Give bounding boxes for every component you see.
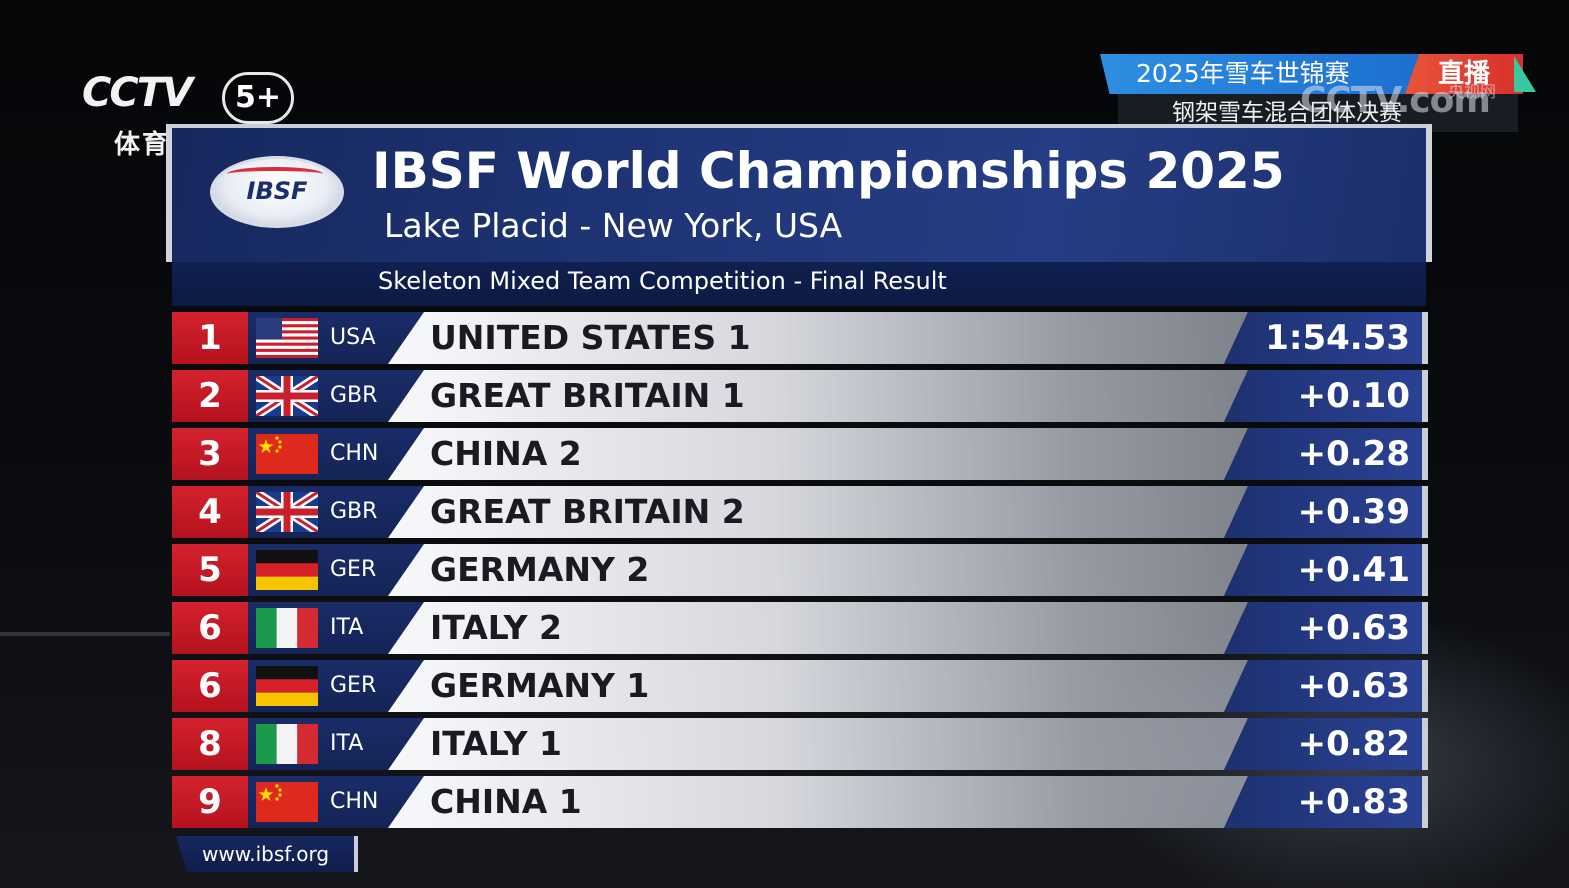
time-cell: +0.41 bbox=[1224, 544, 1428, 596]
time-value: 1:54.53 bbox=[1265, 318, 1410, 358]
ibsf-logo: IBSF bbox=[210, 156, 344, 228]
rank-cell: 9 bbox=[172, 776, 248, 828]
row-edge bbox=[1422, 370, 1428, 422]
row-edge bbox=[1422, 312, 1428, 364]
row-edge bbox=[1422, 602, 1428, 654]
rank-cell: 1 bbox=[172, 312, 248, 364]
time-value: +0.10 bbox=[1297, 376, 1410, 416]
result-row: 1 USA UNITED STATES 1 1:54.53 bbox=[172, 312, 1428, 364]
results-header: IBSF IBSF World Championships 2025 Lake … bbox=[166, 124, 1432, 262]
chn-flag-icon bbox=[256, 782, 318, 822]
time-value: +0.83 bbox=[1297, 782, 1410, 822]
rank-cell: 2 bbox=[172, 370, 248, 422]
nation-code: USA bbox=[330, 325, 376, 350]
time-value: +0.41 bbox=[1297, 550, 1410, 590]
result-row: 4 GBR GREAT BRITAIN 2 +0.39 bbox=[172, 486, 1428, 538]
background-rail bbox=[0, 632, 170, 636]
team-name-cell bbox=[388, 428, 1248, 480]
team-name-cell bbox=[388, 544, 1248, 596]
team-name-cell bbox=[388, 660, 1248, 712]
gbr-flag-icon bbox=[256, 376, 318, 416]
time-cell: 1:54.53 bbox=[1224, 312, 1428, 364]
team-name: UNITED STATES 1 bbox=[430, 318, 751, 357]
time-cell: +0.28 bbox=[1224, 428, 1428, 480]
nation-code: GBR bbox=[330, 383, 378, 408]
team-name: ITALY 1 bbox=[430, 724, 562, 763]
event-bar: Skeleton Mixed Team Competition - Final … bbox=[172, 262, 1426, 306]
team-name-cell bbox=[388, 718, 1248, 770]
nation-code: GER bbox=[330, 673, 377, 698]
team-name-cell bbox=[388, 486, 1248, 538]
result-row: 8 ITA ITALY 1 +0.82 bbox=[172, 718, 1428, 770]
cctv-logo-mark: CCTV bbox=[82, 70, 193, 116]
row-edge bbox=[1422, 486, 1428, 538]
team-name-cell bbox=[388, 776, 1248, 828]
result-row: 6 GER GERMANY 1 +0.63 bbox=[172, 660, 1428, 712]
channel-number: 5+ bbox=[222, 72, 294, 124]
website-tag: www.ibsf.org bbox=[176, 836, 358, 872]
event-title: Skeleton Mixed Team Competition - Final … bbox=[378, 267, 947, 295]
live-tag: 直播 bbox=[1405, 54, 1523, 94]
time-cell: +0.83 bbox=[1224, 776, 1428, 828]
time-value: +0.63 bbox=[1297, 666, 1410, 706]
result-row: 3 CHN CHINA 2 +0.28 bbox=[172, 428, 1428, 480]
result-row: 6 ITA ITALY 2 +0.63 bbox=[172, 602, 1428, 654]
time-cell: +0.10 bbox=[1224, 370, 1428, 422]
usa-flag-icon bbox=[256, 318, 318, 358]
rank-cell: 8 bbox=[172, 718, 248, 770]
nation-code: ITA bbox=[330, 615, 364, 640]
time-cell: +0.39 bbox=[1224, 486, 1428, 538]
ger-flag-icon bbox=[256, 666, 318, 706]
time-cell: +0.63 bbox=[1224, 602, 1428, 654]
row-edge bbox=[1422, 544, 1428, 596]
row-edge bbox=[1422, 776, 1428, 828]
championship-title: IBSF World Championships 2025 bbox=[372, 142, 1285, 200]
time-cell: +0.63 bbox=[1224, 660, 1428, 712]
nation-code: GBR bbox=[330, 499, 378, 524]
time-value: +0.63 bbox=[1297, 608, 1410, 648]
rank-cell: 3 bbox=[172, 428, 248, 480]
team-name-cell bbox=[388, 370, 1248, 422]
ita-flag-icon bbox=[256, 724, 318, 764]
time-value: +0.39 bbox=[1297, 492, 1410, 532]
live-event-title: 2025年雪车世锦赛 bbox=[1100, 54, 1420, 94]
nation-code: CHN bbox=[330, 441, 379, 466]
nation-code: ITA bbox=[330, 731, 364, 756]
row-edge bbox=[1422, 428, 1428, 480]
rank-cell: 6 bbox=[172, 602, 248, 654]
team-name-cell bbox=[388, 312, 1248, 364]
time-cell: +0.82 bbox=[1224, 718, 1428, 770]
results-table: 1 USA UNITED STATES 1 1:54.53 2 GBR GREAT BRIT… bbox=[172, 312, 1428, 834]
website-url: www.ibsf.org bbox=[202, 842, 330, 866]
team-name: ITALY 2 bbox=[430, 608, 562, 647]
venue-subtitle: Lake Placid - New York, USA bbox=[384, 206, 843, 245]
team-name: GERMANY 1 bbox=[430, 666, 650, 705]
team-name-cell bbox=[388, 602, 1248, 654]
cctv-net-watermark: 央视网 bbox=[1448, 82, 1497, 101]
result-row: 9 CHN CHINA 1 +0.83 bbox=[172, 776, 1428, 828]
rank-cell: 4 bbox=[172, 486, 248, 538]
ibsf-logo-arc bbox=[227, 167, 323, 181]
ita-flag-icon bbox=[256, 608, 318, 648]
team-name: GERMANY 2 bbox=[430, 550, 650, 589]
rank-cell: 5 bbox=[172, 544, 248, 596]
team-name: GREAT BRITAIN 2 bbox=[430, 492, 745, 531]
nation-code: GER bbox=[330, 557, 377, 582]
row-edge bbox=[1422, 660, 1428, 712]
gbr-flag-icon bbox=[256, 492, 318, 532]
cctv-com-watermark: CCTV.com bbox=[1300, 80, 1491, 121]
rank-cell: 6 bbox=[172, 660, 248, 712]
ibsf-logo-text: IBSF bbox=[246, 177, 308, 205]
team-name: GREAT BRITAIN 1 bbox=[430, 376, 745, 415]
chn-flag-icon bbox=[256, 434, 318, 474]
team-name: CHINA 1 bbox=[430, 782, 582, 821]
result-row: 5 GER GERMANY 2 +0.41 bbox=[172, 544, 1428, 596]
row-edge bbox=[1422, 718, 1428, 770]
result-row: 2 GBR GREAT BRITAIN 1 +0.10 bbox=[172, 370, 1428, 422]
nation-code: CHN bbox=[330, 789, 379, 814]
team-name: CHINA 2 bbox=[430, 434, 582, 473]
time-value: +0.82 bbox=[1297, 724, 1410, 764]
ger-flag-icon bbox=[256, 550, 318, 590]
time-value: +0.28 bbox=[1297, 434, 1410, 474]
